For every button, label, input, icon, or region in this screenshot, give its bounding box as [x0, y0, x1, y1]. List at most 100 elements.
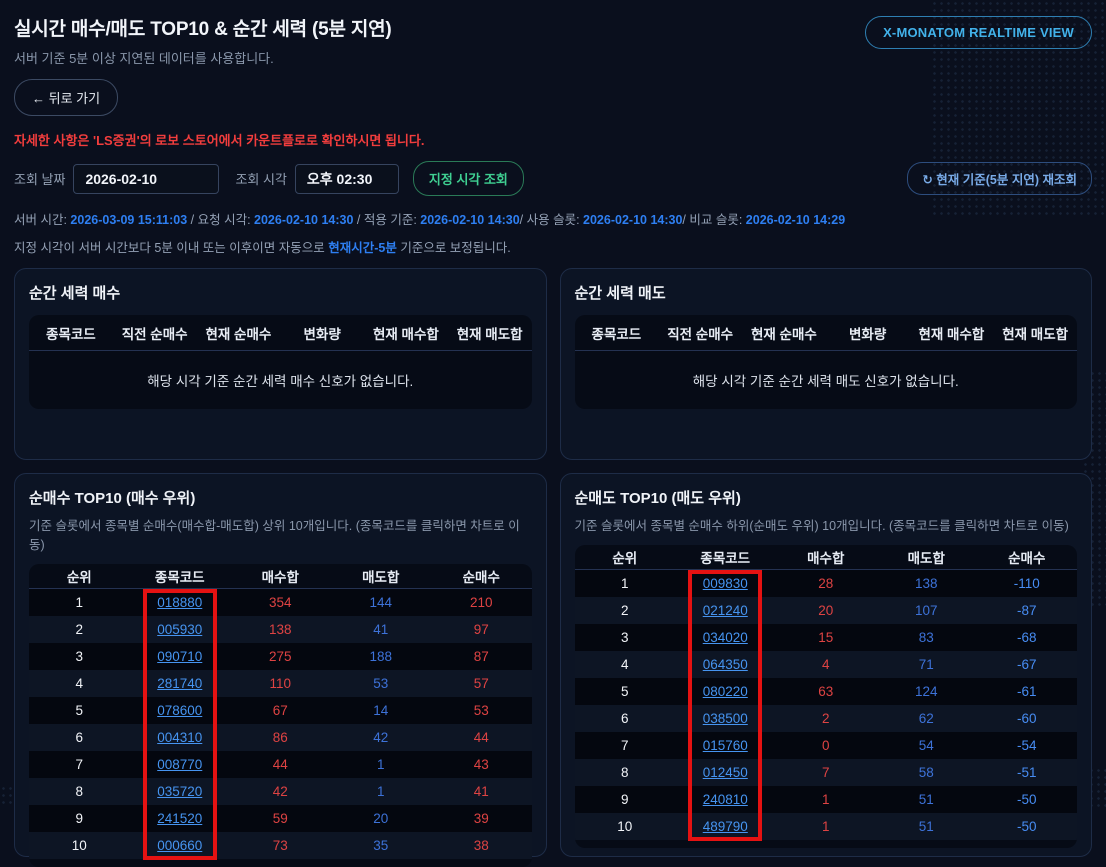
stock-code-link[interactable]: 005930 — [157, 622, 203, 637]
column-header: 순매수 — [462, 570, 500, 585]
top-sell-panel: 순매도 TOP10 (매도 우위) 기준 슬롯에서 종목별 순매수 하위(순매도… — [559, 473, 1092, 857]
table-body: 1 018880 354 144 210 2 005930 138 41 97 3 090710 275… — [29, 589, 532, 867]
buy-sum-cell: 354 — [268, 595, 292, 610]
table-row: 7 008770 44 1 43 — [29, 751, 532, 778]
stock-code-link[interactable]: 035720 — [157, 784, 203, 799]
notice-text: 자세한 사항은 'LS증권'의 로보 스토어에서 카운트플로로 확인하시면 됩니… — [14, 133, 425, 148]
stock-code-link[interactable]: 009830 — [702, 576, 748, 591]
stock-code-link[interactable]: 078600 — [157, 703, 203, 718]
stock-code-link[interactable]: 021240 — [702, 603, 748, 618]
net-buy-cell: -50 — [1016, 792, 1037, 807]
top-buy-panel: 순매수 TOP10 (매수 우위) 기준 슬롯에서 종목별 순매수(매수합-매도… — [14, 473, 547, 867]
query-submit-button[interactable]: 지정 시각 조회 — [412, 161, 524, 196]
stock-code-link[interactable]: 489790 — [702, 819, 748, 834]
refresh-label: 현재 기준(5분 지연) 재조회 — [936, 173, 1077, 187]
table-row: 6 004310 86 42 44 — [29, 724, 532, 751]
rank-cell: 3 — [75, 649, 83, 664]
table-row: 4 064350 4 71 -67 — [574, 651, 1077, 678]
rank-cell: 4 — [75, 676, 83, 691]
stock-code-link[interactable]: 090710 — [157, 649, 203, 664]
stock-code-link[interactable]: 038500 — [702, 711, 748, 726]
hint-suffix: 기준으로 보정됩니다. — [396, 241, 511, 255]
stock-code-link[interactable]: 241520 — [157, 811, 203, 826]
rank-cell: 3 — [620, 630, 629, 645]
buy-sum-cell: 110 — [269, 676, 292, 691]
stock-code-link[interactable]: 034020 — [702, 630, 748, 645]
net-buy-cell: -51 — [1016, 765, 1037, 780]
buy-sum-cell: 20 — [818, 603, 834, 618]
net-buy-cell: 87 — [473, 649, 489, 664]
query-controls: 조회 날짜 조회 시각 지정 시각 조회 ↻ 현재 기준(5분 지연) 재조회 — [14, 161, 1092, 196]
server-info-label: 적용 기준: — [363, 213, 421, 227]
server-info-value: 2026-02-10 14:30 — [254, 213, 354, 227]
rank-cell: 1 — [75, 595, 83, 610]
table-header-row: 종목코드 직전 순매수 현재 순매수 변화량 현재 매수합 현재 매도합 — [29, 315, 532, 351]
rank-cell: 7 — [620, 738, 629, 753]
refresh-icon: ↻ — [922, 173, 933, 187]
panel-title: 순간 세력 매수 — [29, 285, 121, 302]
momentum-sell-table: 종목코드 직전 순매수 현재 순매수 변화량 현재 매수합 현재 매도합 해당 시각 기준… — [574, 315, 1077, 409]
rank-cell: 5 — [75, 703, 83, 718]
net-buy-cell: -50 — [1016, 819, 1037, 834]
sell-sum-cell: 54 — [918, 738, 934, 753]
column-header: 매수합 — [261, 570, 299, 585]
stock-code-link[interactable]: 015760 — [702, 738, 748, 753]
stock-code-link[interactable]: 000660 — [157, 838, 203, 853]
table-row: 3 090710 275 188 87 — [29, 643, 532, 670]
back-button[interactable]: ← 뒤로 가기 — [14, 79, 119, 116]
date-input[interactable] — [73, 163, 220, 194]
buy-sum-cell: 1 — [821, 792, 830, 807]
server-info-label: 요청 시각: — [197, 213, 255, 227]
stock-code-link[interactable]: 008770 — [157, 757, 203, 772]
empty-message: 해당 시각 기준 순간 세력 매수 신호가 없습니다. — [147, 374, 414, 389]
stock-code-link[interactable]: 012450 — [702, 765, 748, 780]
column-header: 순위 — [612, 551, 638, 566]
momentum-buy-panel: 순간 세력 매수 종목코드 직전 순매수 현재 순매수 변화량 현재 매수합 현재 매도합… — [14, 268, 547, 460]
stock-code-link[interactable]: 004310 — [157, 730, 203, 745]
time-label: 조회 시각 — [235, 172, 287, 187]
panel-title: 순간 세력 매도 — [574, 285, 666, 302]
sell-sum-cell: 1 — [376, 784, 385, 799]
rank-cell: 6 — [75, 730, 83, 745]
stock-code-link[interactable]: 240810 — [702, 792, 748, 807]
column-header: 매수합 — [807, 551, 845, 566]
buy-sum-cell: 138 — [268, 622, 292, 637]
sell-sum-cell: 138 — [914, 576, 938, 591]
page-title: 실시간 매수/매도 TOP10 & 순간 세력 (5분 지연) — [14, 19, 392, 40]
sell-sum-cell: 41 — [373, 622, 389, 637]
sell-sum-cell: 58 — [918, 765, 934, 780]
net-buy-cell: 53 — [473, 703, 489, 718]
column-header: 매도합 — [362, 570, 400, 585]
net-buy-cell: 97 — [473, 622, 489, 637]
stock-code-link[interactable]: 281740 — [157, 676, 203, 691]
net-buy-cell: 38 — [473, 838, 489, 853]
column-header: 종목코드 — [591, 326, 642, 342]
refresh-button[interactable]: ↻ 현재 기준(5분 지연) 재조회 — [907, 162, 1092, 195]
net-buy-cell: -87 — [1016, 603, 1037, 618]
sell-sum-cell: 107 — [914, 603, 938, 618]
buy-sum-cell: 0 — [821, 738, 830, 753]
sell-sum-cell: 83 — [918, 630, 934, 645]
table-row: 3 034020 15 83 -68 — [574, 624, 1077, 651]
realtime-view-button[interactable]: X-MONATOM REALTIME VIEW — [865, 16, 1092, 49]
table-header-row: 순위 종목코드 매수합 매도합 순매수 — [574, 545, 1077, 570]
table-row: 7 015760 0 54 -54 — [574, 732, 1077, 759]
rank-cell: 2 — [620, 603, 629, 618]
sell-sum-cell: 144 — [369, 595, 393, 610]
column-header: 현재 매도합 — [1002, 326, 1069, 342]
rank-cell: 1 — [620, 576, 629, 591]
stock-code-link[interactable]: 080220 — [702, 684, 748, 699]
column-header: 현재 순매수 — [205, 326, 272, 342]
sell-sum-cell: 51 — [918, 819, 934, 834]
buy-sum-cell: 67 — [272, 703, 288, 718]
buy-sum-cell: 15 — [818, 630, 834, 645]
stock-code-link[interactable]: 064350 — [702, 657, 748, 672]
time-input[interactable] — [294, 163, 399, 194]
table-row: 1 018880 354 144 210 — [29, 589, 532, 616]
panel-title: 순매도 TOP10 (매도 우위) — [574, 490, 741, 507]
table-header-row: 순위 종목코드 매수합 매도합 순매수 — [29, 564, 532, 589]
stock-code-link[interactable]: 018880 — [157, 595, 203, 610]
header: 실시간 매수/매도 TOP10 & 순간 세력 (5분 지연) 서버 기준 5분… — [14, 10, 1092, 79]
net-buy-cell: -54 — [1016, 738, 1037, 753]
net-buy-cell: 41 — [473, 784, 489, 799]
